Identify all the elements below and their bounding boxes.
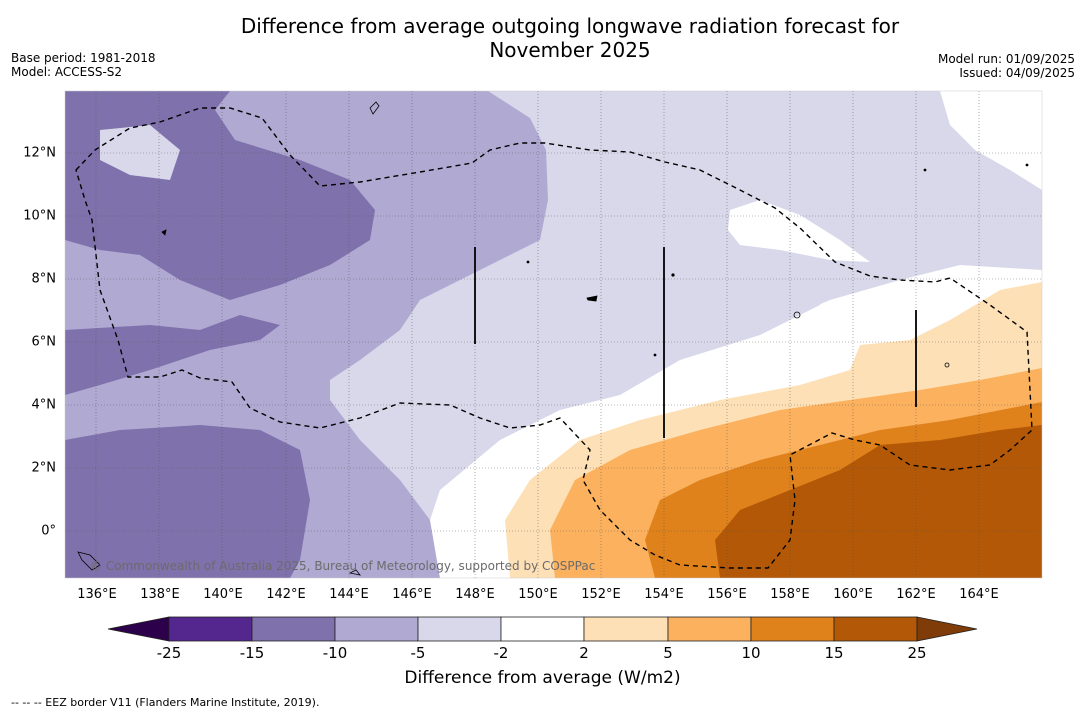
colorbar <box>107 616 978 642</box>
lat-tick-4n: 4°N <box>31 397 57 413</box>
colorbar-label-neg10: -10 <box>322 644 348 662</box>
colorbar-bin-1 <box>168 616 253 642</box>
colorbar-low-extend <box>107 616 170 642</box>
lon-tick-150: 150°E <box>518 587 558 602</box>
lon-tick-142: 142°E <box>266 587 306 602</box>
field-purple-lower <box>65 425 310 578</box>
copyright-notice: © Commonwealth of Australia 2025, Bureau… <box>90 559 596 573</box>
lon-tick-158: 158°E <box>770 587 810 602</box>
field-purple-middle <box>65 315 280 395</box>
lat-tick-2n: 2°N <box>31 460 57 476</box>
colorbar-bin-7 <box>667 616 752 642</box>
model-name: Model: ACCESS-S2 <box>11 65 123 79</box>
colorbar-label-neg25: -25 <box>156 644 182 662</box>
colorbar-label-2: 2 <box>579 644 589 662</box>
issued-date: Issued: 04/09/2025 <box>959 66 1075 80</box>
field-lavender-tongue <box>680 250 835 360</box>
lat-tick-12n: 12°N <box>23 145 56 161</box>
colorbar-label-neg2: -2 <box>493 644 509 662</box>
lon-tick-164: 164°E <box>959 587 999 602</box>
lat-tick-10n: 10°N <box>23 208 56 224</box>
land-islands <box>77 101 1029 576</box>
field-lavender-pocket <box>100 125 180 180</box>
lon-tick-162: 162°E <box>896 587 936 602</box>
title-line-1: Difference from average outgoing longwav… <box>240 14 900 38</box>
base-period: Base period: 1981-2018 <box>11 51 156 65</box>
meta-right: Model run: 01/09/2025 Issued: 04/09/2025 <box>938 52 1075 80</box>
lat-tick-8n: 8°N <box>31 271 57 287</box>
title-line-2: November 2025 <box>489 38 651 62</box>
field-white-north <box>728 200 870 262</box>
colorbar-bin-3 <box>334 616 419 642</box>
lon-tick-138: 138°E <box>140 587 180 602</box>
model-run: Model run: 01/09/2025 <box>937 52 1075 66</box>
gridlines <box>65 91 1042 578</box>
lat-tick-0: 0° <box>41 523 56 539</box>
field-white-top-right <box>940 91 1042 190</box>
colorbar-label-15: 15 <box>824 644 844 662</box>
lat-tick-6n: 6°N <box>31 334 57 350</box>
colorbar-bin-5 <box>500 616 585 642</box>
map-field <box>65 91 1042 578</box>
lon-tick-160: 160°E <box>833 587 873 602</box>
map-frame <box>64 90 1043 579</box>
meta-left: Base period: 1981-2018 Model: ACCESS-S2 <box>11 51 156 79</box>
lon-tick-148: 148°E <box>455 587 495 602</box>
lon-tick-154: 154°E <box>644 587 684 602</box>
colorbar-bin-8 <box>750 616 835 642</box>
colorbar-label-25: 25 <box>907 644 927 662</box>
lon-tick-136: 136°E <box>77 587 117 602</box>
colorbar-high-extend <box>916 616 978 642</box>
chart-title: Difference from average outgoing longwav… <box>120 14 1020 62</box>
colorbar-bin-4 <box>417 616 502 642</box>
colorbar-bin-6 <box>583 616 669 642</box>
colorbar-bin-2 <box>251 616 336 642</box>
lon-tick-144: 144°E <box>329 587 369 602</box>
colorbar-label-10: 10 <box>741 644 761 662</box>
maritime-boundaries <box>474 247 917 438</box>
eez-footnote: -- -- -- EEZ border V11 (Flanders Marine… <box>11 696 320 709</box>
field-brown <box>715 425 1042 578</box>
lon-tick-156: 156°E <box>707 587 747 602</box>
lon-tick-140: 140°E <box>203 587 243 602</box>
colorbar-label-5: 5 <box>663 644 673 662</box>
lon-tick-152: 152°E <box>581 587 621 602</box>
colorbar-title: Difference from average (W/m2) <box>404 668 681 688</box>
colorbar-bin-9 <box>833 616 918 642</box>
colorbar-label-neg15: -15 <box>239 644 265 662</box>
colorbar-label-neg5: -5 <box>410 644 426 662</box>
lon-tick-146: 146°E <box>392 587 432 602</box>
